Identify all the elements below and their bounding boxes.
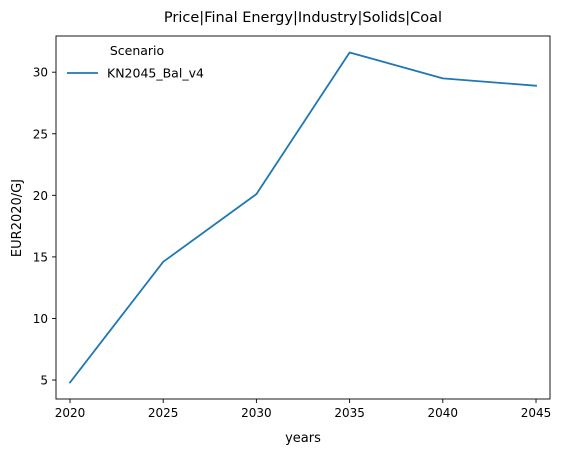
x-tick-label: 2035 <box>334 406 365 420</box>
x-tick-label: 2025 <box>148 406 179 420</box>
x-tick-label: 2045 <box>521 406 552 420</box>
series-line <box>68 51 537 384</box>
x-tick-label: 2030 <box>241 406 272 420</box>
plot-area-frame <box>55 35 551 400</box>
y-tick-label: 30 <box>33 66 48 80</box>
legend-label: KN2045_Bal_v4 <box>107 66 204 81</box>
chart-title: Price|Final Energy|Industry|Solids|Coal <box>164 10 442 26</box>
x-tick-label: 2040 <box>428 406 459 420</box>
x-axis-title: years <box>285 431 321 446</box>
y-tick-label: 20 <box>33 189 48 203</box>
y-tick-label: 25 <box>33 127 48 141</box>
x-tick-label: 2020 <box>55 406 86 420</box>
series-layer <box>68 51 537 384</box>
y-tick-label: 5 <box>40 374 48 388</box>
y-tick-label: 10 <box>33 312 48 326</box>
x-axis-ticks: 2020 2025 2030 2035 2040 2045 <box>55 399 552 420</box>
y-axis-ticks: 5 10 15 20 25 30 <box>33 66 56 388</box>
legend: Scenario KN2045_Bal_v4 <box>67 43 204 81</box>
legend-title: Scenario <box>110 43 164 58</box>
y-tick-label: 15 <box>33 250 48 264</box>
y-axis-title: EUR2020/GJ <box>10 179 25 257</box>
